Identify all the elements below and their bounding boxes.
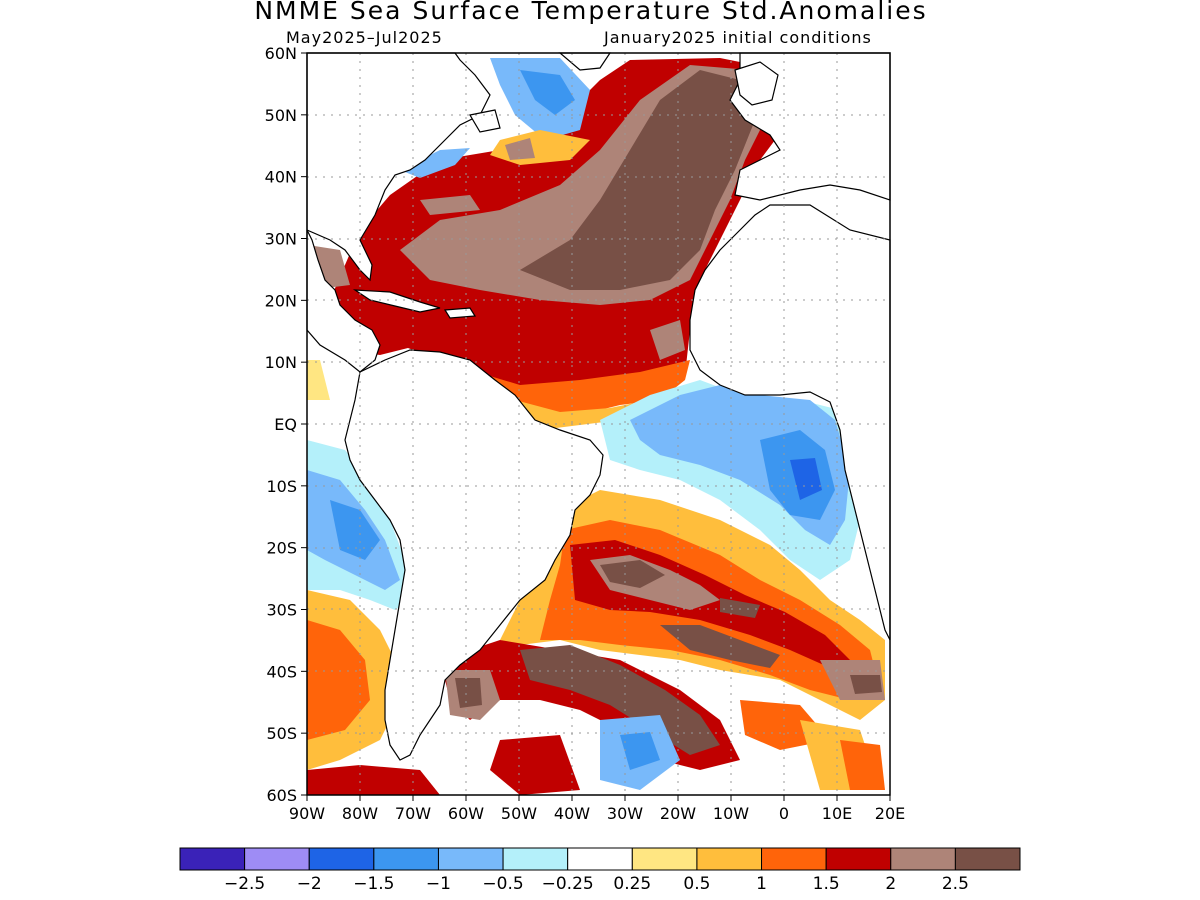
lon-label: 60W	[448, 804, 484, 823]
colorbar-swatch	[696, 847, 763, 871]
latitude-axis: 60N 50N 40N 30N 20N 10N EQ 10S 20S 30S 40S 50S 60S	[265, 44, 307, 805]
lat-label: 10N	[265, 353, 297, 372]
colorbar-swatch	[437, 847, 504, 871]
colorbar-label: 1.5	[813, 874, 840, 894]
colorbar	[179, 847, 1021, 871]
lat-label: 30N	[265, 230, 297, 249]
grid	[307, 53, 890, 795]
colorbar-swatch	[244, 847, 310, 871]
hispaniola	[443, 307, 477, 319]
colorbar-label: 0.5	[683, 874, 710, 894]
colorbar-swatch	[954, 847, 1021, 871]
lon-label: 80W	[342, 804, 378, 823]
lon-label: 70W	[395, 804, 431, 823]
southern-ocean-brown-band	[520, 645, 720, 755]
lat-label: 60N	[265, 44, 297, 63]
lat-label: EQ	[274, 415, 297, 434]
lon-label: 50W	[501, 804, 537, 823]
colorbar-swatch	[761, 847, 827, 871]
longitude-axis: 90W 80W 70W 60W 50W 40W 30W 20W 10W 0 10E 20E	[289, 795, 905, 823]
colorbar-labels: −2.5 −2 −1.5 −1 −0.5 −0.25 0.25 0.5 1 1.5 2 2.5	[224, 874, 969, 894]
lon-label: 20E	[875, 804, 905, 823]
colorbar-swatch	[373, 847, 439, 871]
land-masses	[306, 52, 891, 761]
lat-label: 60S	[266, 786, 297, 805]
lat-label: 20S	[266, 539, 297, 558]
british-isles	[734, 61, 779, 106]
south-america	[344, 349, 604, 761]
lat-label: 50N	[265, 106, 297, 125]
lon-label: 90W	[289, 804, 325, 823]
lon-label: 40W	[554, 804, 590, 823]
colorbar-label: −1.5	[353, 874, 394, 894]
map-title: NMME Sea Surface Temperature Std.Anomali…	[254, 0, 928, 25]
colorbar-label: 1	[756, 874, 767, 894]
colorbar-label: −2	[297, 874, 322, 894]
colorbar-label: −1	[426, 874, 451, 894]
colorbar-label: −0.5	[482, 874, 523, 894]
colorbar-label: 2.5	[942, 874, 969, 894]
forecast-period: May2025–Jul2025	[286, 28, 443, 47]
lat-label: 40N	[265, 168, 297, 187]
colorbar-swatch	[890, 847, 956, 871]
colorbar-swatch	[308, 847, 375, 871]
lat-label: 30S	[266, 601, 297, 620]
colorbar-swatch	[825, 847, 892, 871]
north-america	[306, 52, 491, 282]
cuba	[352, 289, 441, 313]
lat-label: 50S	[266, 724, 297, 743]
colorbar-swatch	[631, 847, 698, 871]
north-atlantic-brown-core	[520, 70, 755, 290]
lon-label: 20W	[660, 804, 696, 823]
colorbar-label: 0.25	[613, 874, 651, 894]
lon-label: 10W	[713, 804, 749, 823]
lon-label: 30W	[607, 804, 643, 823]
colorbar-swatch	[179, 847, 246, 871]
lon-label: 0	[779, 804, 789, 823]
lat-label: 20N	[265, 291, 297, 310]
lat-label: 40S	[266, 662, 297, 681]
africa	[689, 204, 891, 641]
initial-conditions: January2025 initial conditions	[604, 28, 872, 47]
equatorial-yellow-fringe	[515, 385, 700, 430]
gulf-stream-cold-patch	[400, 148, 470, 178]
central-america	[306, 229, 381, 373]
colorbar-label: −2.5	[224, 874, 265, 894]
lat-label: 10S	[266, 477, 297, 496]
colorbar-label: −0.25	[542, 874, 594, 894]
colorbar-swatch	[567, 847, 633, 871]
colorbar-label: 2	[885, 874, 896, 894]
colorbar-swatch	[502, 847, 569, 871]
lon-label: 10E	[822, 804, 852, 823]
